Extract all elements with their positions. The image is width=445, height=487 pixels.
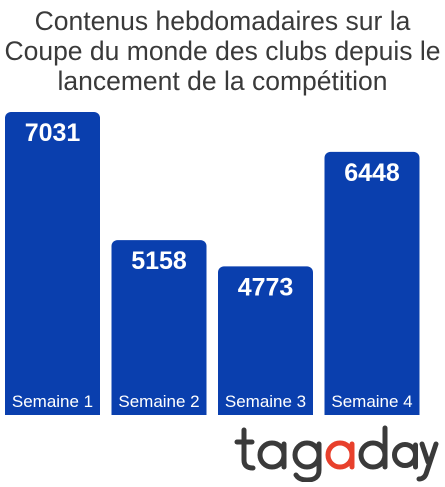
category-label-2: Semaine 2 (118, 392, 199, 411)
category-label-4: Semaine 4 (331, 392, 412, 411)
tagaday-logo: tagaday (234, 425, 439, 482)
bar-2 (111, 240, 207, 421)
bar-value-label-1: 7031 (25, 119, 81, 147)
bar-3 (218, 266, 313, 421)
bar-1 (5, 112, 100, 421)
baseline-mask (0, 415, 445, 425)
category-label-3: Semaine 3 (225, 392, 306, 411)
bar-value-label-2: 5158 (131, 247, 187, 275)
category-label-1: Semaine 1 (12, 392, 93, 411)
bar-4 (324, 151, 420, 421)
bar-value-label-3: 4773 (238, 273, 294, 301)
bar-value-label-4: 6448 (344, 159, 400, 187)
chart-title: Contenus hebdomadaires sur la Coupe du m… (4, 6, 441, 96)
